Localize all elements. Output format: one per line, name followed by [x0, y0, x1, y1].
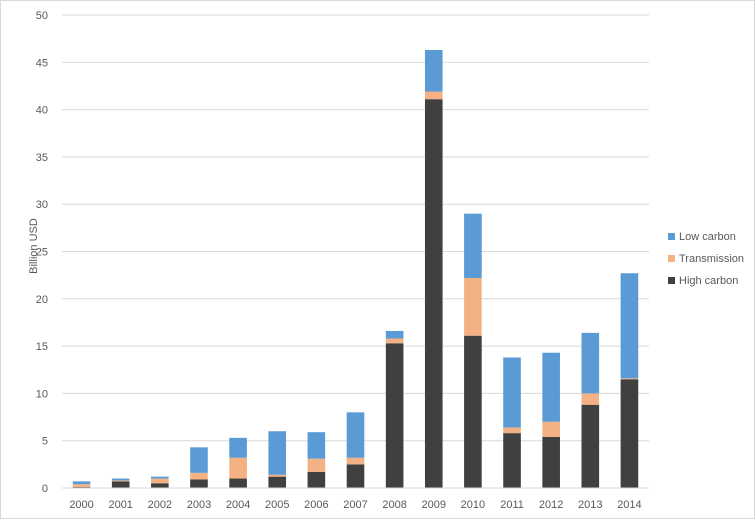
bar-low-carbon-2012	[542, 352, 560, 422]
legend: Low carbon Transmission High carbon	[668, 231, 744, 287]
bar-transmission-2012	[542, 421, 560, 437]
bar-low-carbon-2013	[581, 332, 600, 394]
y-tick-label: 35	[36, 152, 48, 164]
y-axis-label: Billion USD	[28, 218, 40, 274]
x-tick-label: 2006	[304, 499, 328, 511]
x-tick-label: 2001	[108, 499, 132, 511]
x-tick-label: 2005	[265, 499, 289, 511]
bar-transmission-2004	[229, 457, 247, 479]
x-tick-label: 2013	[578, 499, 602, 511]
legend-swatch-high-carbon	[668, 277, 675, 284]
legend-label: High carbon	[679, 275, 738, 287]
x-tick-label: 2008	[382, 499, 406, 511]
y-tick-label: 15	[36, 341, 48, 353]
y-tick-label: 50	[36, 10, 48, 22]
x-tick-label: 2014	[617, 499, 641, 511]
bar-low-carbon-2005	[268, 431, 287, 475]
bar-transmission-2001	[111, 480, 130, 482]
y-tick-label: 0	[42, 483, 48, 495]
x-tick-label: 2009	[422, 499, 446, 511]
bar-transmission-2011	[503, 427, 521, 434]
bar-high-carbon-2008	[385, 343, 404, 488]
bar-transmission-2003	[190, 472, 208, 480]
bar-transmission-2013	[581, 393, 600, 405]
legend-swatch-low-carbon	[668, 233, 675, 240]
x-tick-label: 2000	[69, 499, 93, 511]
legend-label: Low carbon	[679, 231, 736, 243]
bar-low-carbon-2006	[307, 432, 326, 459]
bar-low-carbon-2010	[464, 213, 482, 278]
y-tick-label: 25	[36, 247, 48, 259]
bar-high-carbon-2002	[151, 483, 169, 488]
bar-high-carbon-2005	[268, 476, 287, 488]
bar-transmission-2000	[72, 484, 91, 488]
y-tick-label: 20	[36, 294, 48, 306]
bar-transmission-2010	[464, 277, 482, 336]
bar-low-carbon-2007	[346, 412, 365, 458]
x-tick-label: 2012	[539, 499, 563, 511]
y-tick-label: 30	[36, 199, 48, 211]
bar-high-carbon-2010	[464, 335, 482, 488]
bar-high-carbon-2011	[503, 433, 521, 488]
y-tick-label: 45	[36, 57, 48, 69]
y-tick-label: 40	[36, 105, 48, 117]
bar-low-carbon-2001	[111, 478, 130, 481]
x-tick-label: 2003	[187, 499, 211, 511]
legend-label: Transmission	[679, 253, 744, 265]
bar-low-carbon-2002	[151, 476, 169, 479]
x-tick-label: 2010	[461, 499, 485, 511]
bar-transmission-2002	[151, 478, 169, 484]
bar-transmission-2008	[385, 338, 404, 344]
bar-high-carbon-2007	[346, 464, 365, 488]
gridlines	[62, 14, 649, 442]
bar-low-carbon-2009	[424, 50, 443, 92]
bars	[72, 50, 639, 488]
x-tick-label: 2004	[226, 499, 250, 511]
x-axis-ticks: 2000 2001 2002 2003 2004 2005 2006 2007 2008 2009…	[69, 499, 641, 511]
bar-high-carbon-2013	[581, 404, 600, 488]
bar-high-carbon-2012	[542, 436, 560, 488]
bar-high-carbon-2001	[111, 481, 130, 488]
x-tick-label: 2007	[343, 499, 367, 511]
bar-low-carbon-2000	[72, 481, 91, 485]
y-axis-ticks: 0 5 10 15 20 25 30 35 40 45 50	[36, 10, 48, 495]
bar-transmission-2014	[620, 378, 639, 380]
y-tick-label: 5	[42, 436, 48, 448]
bar-low-carbon-2011	[503, 357, 521, 428]
bar-low-carbon-2004	[229, 437, 247, 458]
bar-transmission-2009	[424, 91, 443, 100]
bar-high-carbon-2014	[620, 379, 639, 488]
bar-high-carbon-2003	[190, 479, 208, 488]
bar-low-carbon-2003	[190, 447, 208, 473]
bar-high-carbon-2006	[307, 471, 326, 488]
bar-transmission-2006	[307, 458, 326, 472]
y-tick-label: 10	[36, 388, 48, 400]
bar-transmission-2007	[346, 457, 365, 465]
bar-high-carbon-2004	[229, 478, 247, 488]
bar-transmission-2005	[268, 474, 287, 477]
x-tick-label: 2011	[500, 499, 524, 511]
bar-low-carbon-2008	[385, 330, 404, 339]
x-tick-label: 2002	[148, 499, 172, 511]
bar-high-carbon-2009	[424, 99, 443, 488]
legend-swatch-transmission	[668, 255, 675, 262]
bar-low-carbon-2014	[620, 273, 639, 379]
